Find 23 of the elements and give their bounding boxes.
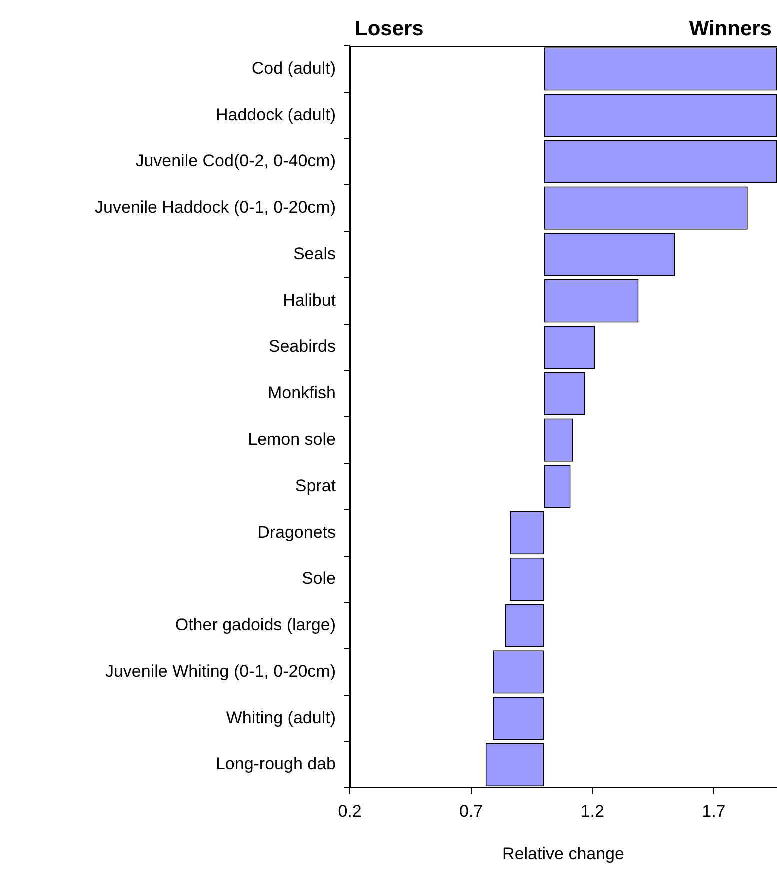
text: Losers — [355, 17, 424, 40]
x-axis-title: Relative change — [502, 844, 624, 864]
y-tick-label: Juvenile Cod(0-2, 0-40cm) — [136, 152, 336, 171]
y-tick-label: Whiting (adult) — [226, 708, 336, 728]
y-tick-label: Monkfish — [268, 384, 336, 403]
y-tick-label: Halibut — [283, 290, 336, 310]
y-tick-label: Long-rough dab — [216, 754, 336, 774]
y-tick-label: Dragonets — [258, 522, 336, 542]
y-tick-label: Seals — [293, 244, 336, 264]
x-tick-label: 0.2 — [338, 802, 362, 822]
text: Winners — [689, 17, 772, 40]
y-tick-label: Sole — [302, 569, 336, 588]
y-tick-label: Other gadoids (large) — [175, 616, 336, 635]
y-tick-label: Sprat — [295, 476, 336, 496]
y-tick-label: Haddock (adult) — [216, 105, 336, 124]
y-tick-label: Juvenile Haddock (0-1, 0-20cm) — [95, 198, 336, 218]
x-tick-label: 0.7 — [459, 802, 484, 822]
x-tick-label: 1.2 — [580, 802, 604, 822]
y-tick-label: Seabirds — [268, 337, 336, 356]
x-tick-label: 1.7 — [702, 802, 726, 822]
y-tick-label: Cod (adult) — [252, 58, 336, 78]
y-tick-label: Lemon sole — [248, 430, 336, 449]
y-tick-label: Juvenile Whiting (0-1, 0-20cm) — [105, 662, 336, 681]
